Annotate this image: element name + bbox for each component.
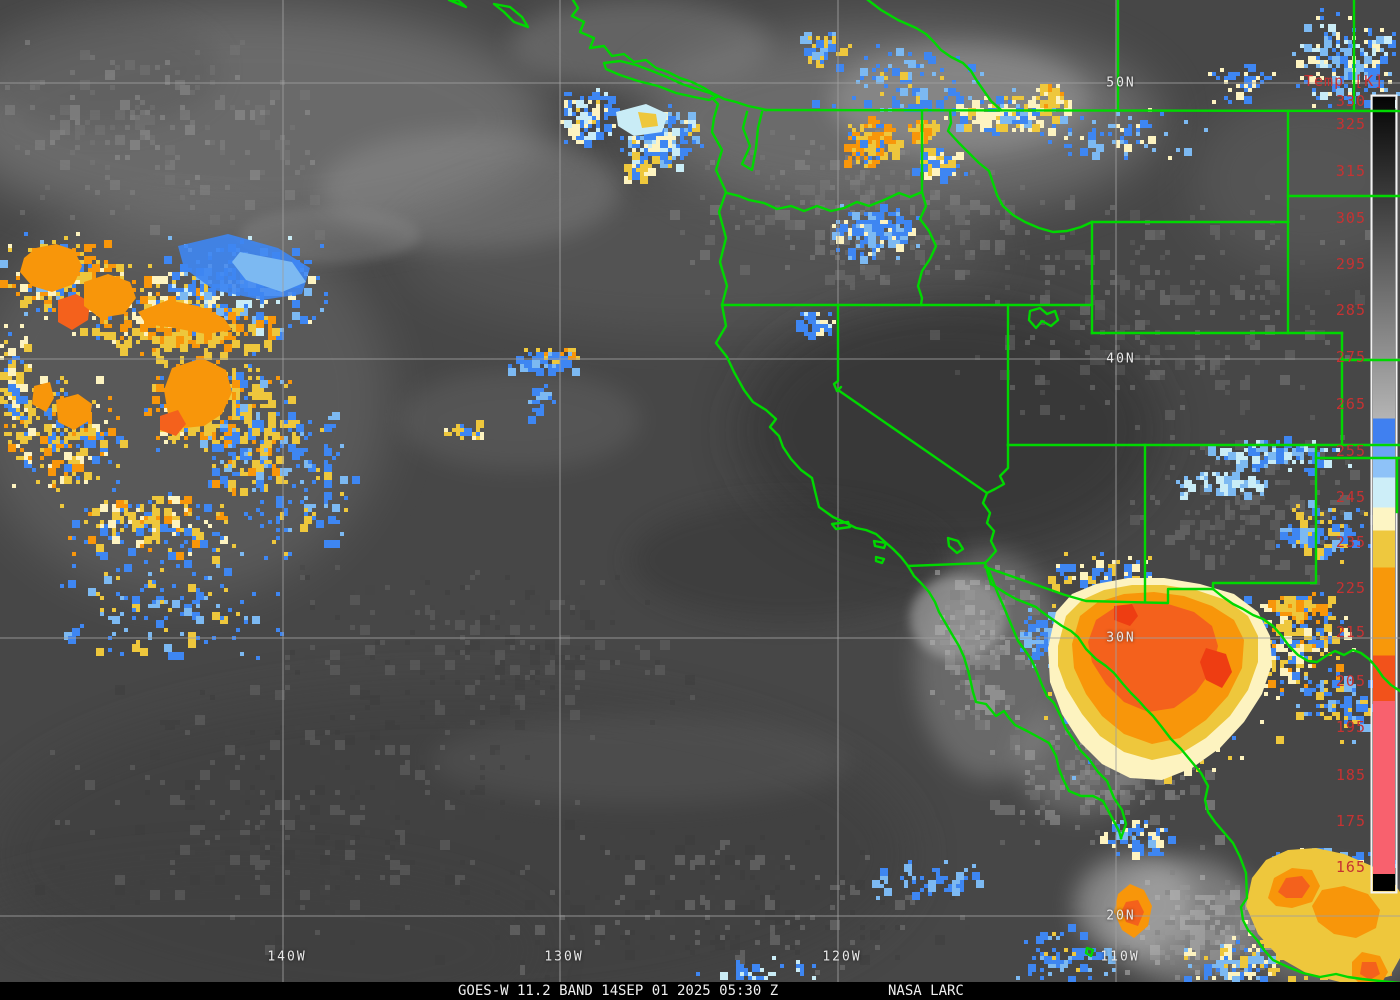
colorbar-tick-label: 285 [1335,301,1366,319]
latitude-label: 20N [1106,908,1136,924]
border-nv-az-border [985,443,1010,495]
border-az-mexico-border [983,565,1215,605]
colorbar-tick-label: 195 [1335,718,1366,736]
colorbar-tick-label: 175 [1335,812,1366,830]
border-puget-sound [740,110,764,172]
border-west-coast [710,96,910,568]
longitude-label: 140W [267,949,307,965]
caption-timestamp: SEP 01 2025 05:30 Z [618,983,779,999]
border-great-salt-lake [1027,306,1060,330]
longitude-label: 130W [544,949,584,965]
colorbar-tick-label: 245 [1335,488,1366,506]
colorbar-tick-label: 295 [1335,255,1366,273]
colorbar-tick-label: 185 [1335,766,1366,784]
border-baja-west [906,564,1123,840]
latitude-label: 30N [1106,630,1136,646]
longitude-label: 120W [822,949,862,965]
colorbar-tick-label: 215 [1335,623,1366,641]
colorbar-tick-label: 315 [1335,162,1366,180]
colorbar-tick-label: 235 [1335,533,1366,551]
longitude-label: 110W [1100,949,1140,965]
border-socorro-island [1084,946,1095,958]
colorbar-tick-label: 275 [1335,348,1366,366]
colorbar-tick-label: 225 [1335,579,1366,597]
colorbar-tick-label: 305 [1335,209,1366,227]
border-baja-east [984,564,1128,840]
latitude-label: 40N [1106,351,1136,367]
border-rio-grande [1211,587,1400,693]
latitude-label: 50N [1106,75,1136,91]
border-bc-ab-border [866,0,1003,112]
border-nm-tx-border [1211,443,1318,591]
border-channel-islands [830,520,888,565]
border-haida-gwaii [447,0,530,29]
border-us-mexico-west [906,561,987,568]
border-salton-sea [946,536,965,555]
caption-product: GOES-W 11.2 BAND 14 [458,983,619,999]
caption-bar: GOES-W 11.2 BAND 14 SEP 01 2025 05:30 Z … [0,982,1400,1000]
border-vancouver-island [602,59,719,102]
colorbar-tick-label: 205 [1335,672,1366,690]
border-sonora-sinaloa-coast [989,582,1400,985]
colorbar-tick-label: 265 [1335,395,1366,413]
colorbar-tick-label: 255 [1335,442,1366,460]
border-ca-nv-border [832,303,989,495]
caption-credit: NASA LARC [888,983,964,999]
colorbar-title: Temp [K] [1304,72,1385,90]
border-wa-or-border [725,190,924,213]
border-id-mt-border [946,109,1094,234]
border-or-id-border [916,190,938,307]
border-canada-border [764,108,1400,113]
colorbar-tick-label: 330 [1335,92,1366,110]
colorbar-tick-label: 165 [1335,858,1366,876]
border-bc-coast [570,0,768,112]
colorbar-tick-label: 325 [1335,115,1366,133]
